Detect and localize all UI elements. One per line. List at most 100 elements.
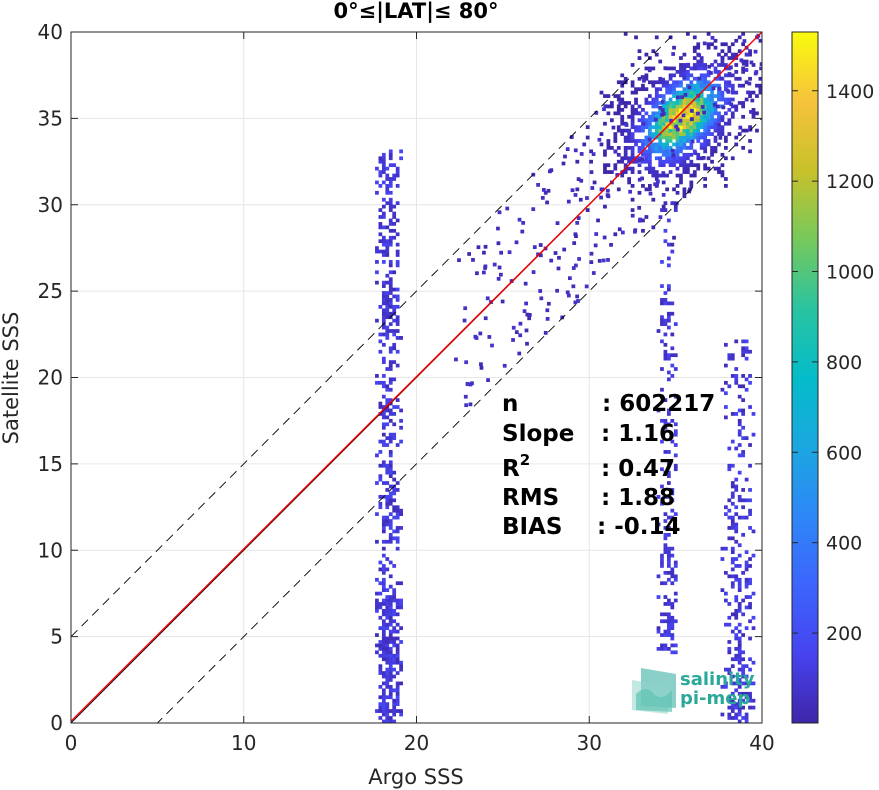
density-cell	[385, 515, 390, 520]
density-cell	[381, 342, 386, 347]
density-cell	[385, 280, 390, 285]
density-cell	[748, 667, 752, 672]
density-cell	[668, 125, 673, 130]
density-cell	[744, 68, 749, 72]
density-cell	[392, 405, 397, 409]
density-cell	[727, 384, 732, 389]
density-cell	[665, 118, 670, 123]
density-cell	[385, 387, 390, 392]
density-cell	[375, 246, 379, 250]
density-cell	[467, 252, 472, 256]
density-cell	[660, 318, 664, 323]
density-cell	[682, 152, 687, 157]
density-cell	[395, 709, 400, 713]
density-cell	[728, 65, 733, 70]
density-cell	[378, 173, 383, 178]
density-cell	[388, 574, 393, 579]
density-cell	[637, 125, 642, 130]
density-cell	[378, 463, 383, 468]
density-cell	[385, 225, 390, 230]
density-cell	[385, 173, 390, 178]
density-cell	[395, 508, 400, 513]
density-cell	[620, 114, 625, 119]
density-cell	[682, 163, 687, 168]
density-cell	[388, 470, 393, 475]
density-cell	[620, 230, 625, 235]
density-cell	[464, 360, 469, 365]
density-cell	[647, 121, 652, 126]
density-cell	[392, 360, 397, 364]
density-cell	[749, 110, 753, 114]
density-cell	[665, 101, 670, 105]
density-cell	[549, 258, 554, 263]
density-cell	[663, 291, 668, 295]
density-cell	[388, 432, 393, 437]
density-cell	[392, 608, 397, 613]
density-cell	[385, 291, 390, 295]
density-cell	[666, 602, 671, 606]
density-cell	[673, 467, 678, 472]
density-cell	[603, 121, 607, 126]
density-cell	[741, 505, 746, 510]
density-cell	[730, 546, 735, 551]
density-cell	[560, 315, 565, 320]
density-cell	[388, 709, 393, 713]
density-cell	[730, 681, 735, 686]
density-cell	[381, 553, 386, 558]
density-cell	[395, 260, 400, 264]
density-cell	[381, 719, 386, 723]
density-cell	[688, 187, 692, 192]
density-cell	[693, 151, 698, 156]
density-cell	[734, 76, 739, 81]
density-cell	[616, 97, 621, 102]
density-cell	[381, 698, 386, 703]
density-cell	[496, 276, 501, 281]
density-cell	[689, 142, 694, 147]
density-cell	[381, 152, 386, 157]
density-cell	[673, 619, 678, 624]
density-cell	[627, 101, 632, 105]
density-cell	[589, 251, 594, 256]
density-cell	[675, 156, 680, 161]
density-cell	[630, 152, 635, 157]
density-cell	[385, 684, 390, 689]
density-cell	[385, 674, 390, 679]
density-cell	[748, 698, 752, 703]
density-cell	[723, 121, 728, 126]
density-cell	[679, 80, 683, 85]
density-cell	[623, 32, 628, 36]
density-cell	[647, 184, 652, 188]
density-cell	[661, 180, 666, 185]
density-cell	[388, 453, 393, 458]
density-cell	[741, 716, 746, 720]
density-cell	[668, 108, 673, 112]
density-cell	[679, 73, 683, 78]
density-cell	[682, 166, 687, 171]
density-cell	[658, 87, 663, 92]
density-cell	[713, 94, 718, 98]
density-cell	[658, 114, 663, 119]
density-cell	[703, 118, 708, 123]
density-cell	[388, 678, 393, 682]
density-cell	[653, 182, 658, 187]
density-cell	[666, 646, 671, 651]
density-cell	[637, 158, 642, 163]
density-cell	[654, 97, 659, 102]
density-cell	[737, 577, 742, 582]
density-cell	[624, 123, 629, 127]
density-cell	[678, 118, 683, 123]
density-cell	[656, 408, 661, 413]
density-cell	[616, 94, 621, 98]
density-cell	[647, 128, 652, 133]
density-cell	[647, 137, 652, 142]
density-cell	[603, 204, 607, 209]
density-cell	[395, 443, 400, 447]
density-cell	[744, 584, 749, 589]
density-cell	[609, 242, 613, 247]
density-cell	[685, 156, 690, 161]
density-cell	[685, 135, 690, 140]
density-cell	[689, 114, 694, 119]
density-cell	[656, 626, 661, 631]
density-cell	[730, 104, 735, 109]
density-cell	[538, 253, 543, 258]
